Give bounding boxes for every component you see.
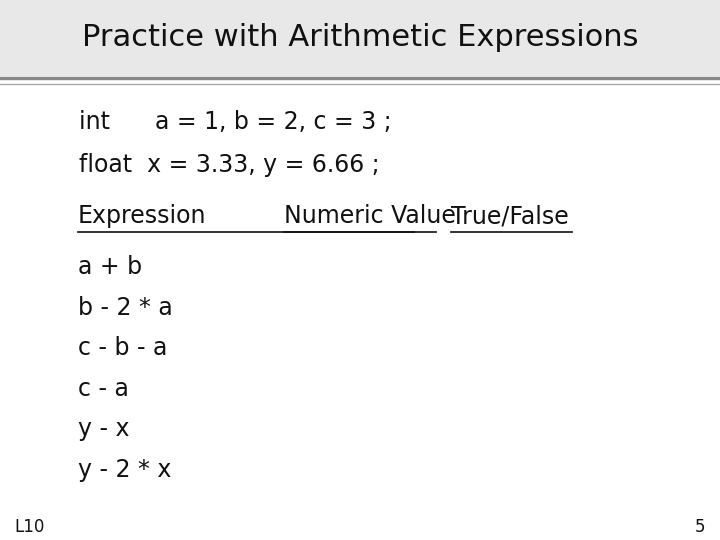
Text: True/False: True/False [451,204,570,228]
Text: c - a: c - a [78,377,129,401]
Text: Practice with Arithmetic Expressions: Practice with Arithmetic Expressions [82,23,638,52]
Text: L10: L10 [14,517,45,536]
Text: Numeric Value: Numeric Value [284,204,456,228]
Text: Expression: Expression [78,204,206,228]
Text: c - b - a: c - b - a [78,336,167,360]
Text: int      a = 1, b = 2, c = 3 ;: int a = 1, b = 2, c = 3 ; [79,110,392,133]
Text: a + b: a + b [78,255,142,279]
Text: float  x = 3.33, y = 6.66 ;: float x = 3.33, y = 6.66 ; [79,153,380,177]
Text: y - 2 * x: y - 2 * x [78,458,171,482]
Text: b - 2 * a: b - 2 * a [78,296,173,320]
Text: y - x: y - x [78,417,130,441]
Text: 5: 5 [695,517,706,536]
FancyBboxPatch shape [0,0,720,76]
